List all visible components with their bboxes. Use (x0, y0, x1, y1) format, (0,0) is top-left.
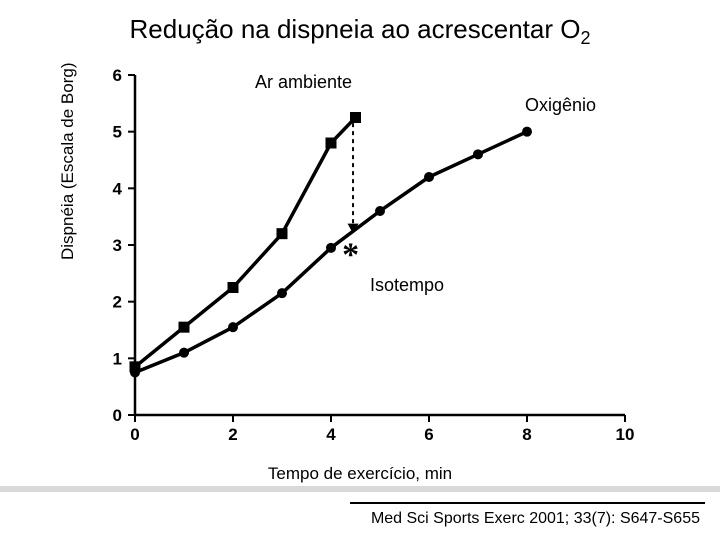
svg-text:10: 10 (616, 425, 635, 444)
svg-text:6: 6 (113, 66, 122, 85)
footer-divider-line (350, 502, 705, 504)
svg-text:1: 1 (113, 349, 122, 368)
slide: Redução na dispneia ao acrescentar O2 Di… (0, 0, 720, 540)
chart-area: 0 2 4 6 8 10 0 1 2 3 4 5 6 * (80, 60, 640, 460)
slide-title: Redução na dispneia ao acrescentar O2 (0, 14, 720, 45)
svg-text:0: 0 (113, 406, 122, 425)
svg-text:4: 4 (113, 179, 123, 198)
footer-divider-bar (0, 486, 720, 492)
y-axis-label: Dispnéia (Escala de Borg) (58, 63, 78, 260)
svg-text:*: * (342, 236, 359, 273)
x-axis-label: Tempo de exercício, min (0, 464, 720, 484)
title-subscript: 2 (580, 28, 590, 48)
title-text: Redução na dispneia ao acrescentar O (130, 14, 581, 44)
svg-text:4: 4 (326, 425, 336, 444)
svg-text:8: 8 (522, 425, 531, 444)
chart-svg: 0 2 4 6 8 10 0 1 2 3 4 5 6 * (80, 60, 640, 460)
svg-text:6: 6 (424, 425, 433, 444)
citation-text: Med Sci Sports Exerc 2001; 33(7): S647-S… (371, 510, 700, 528)
svg-text:2: 2 (113, 293, 122, 312)
svg-text:3: 3 (113, 236, 122, 255)
svg-text:0: 0 (130, 425, 139, 444)
svg-text:5: 5 (113, 123, 122, 142)
svg-text:2: 2 (228, 425, 237, 444)
